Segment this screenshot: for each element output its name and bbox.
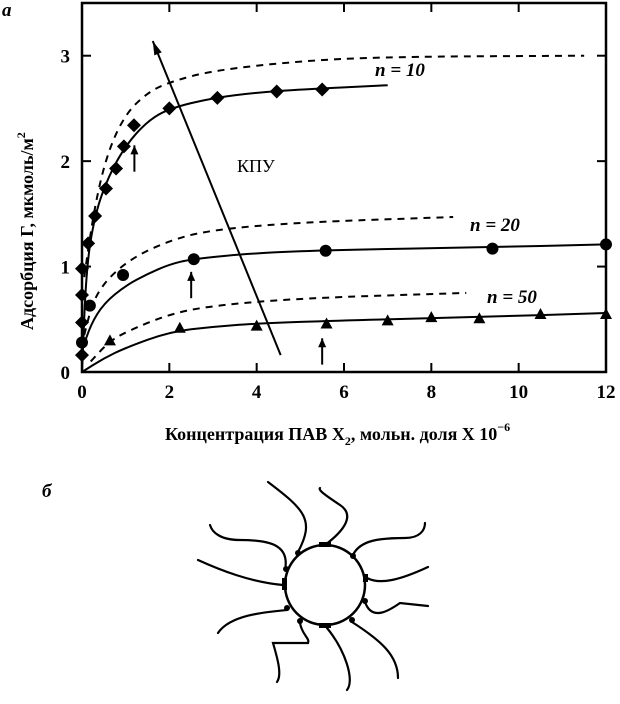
diamond-point bbox=[269, 84, 284, 99]
surfactant-tails bbox=[196, 480, 430, 692]
diamond-point bbox=[75, 315, 89, 330]
triangle-point bbox=[250, 319, 263, 331]
diamond-point bbox=[210, 90, 225, 105]
panel-label-b: б bbox=[42, 481, 53, 502]
micelle-core bbox=[283, 543, 367, 627]
diamond-point bbox=[81, 236, 96, 251]
kpu-arrow-head bbox=[152, 40, 162, 56]
circle-point bbox=[117, 269, 130, 282]
circle-point bbox=[486, 242, 499, 255]
diamond-point bbox=[99, 181, 114, 196]
n10-label: n = 10 bbox=[375, 60, 425, 81]
diamond-point bbox=[88, 208, 103, 223]
kpu-arrow bbox=[151, 40, 282, 356]
x-tick-label: 10 bbox=[509, 382, 528, 403]
fit-curve-2 bbox=[81, 243, 607, 352]
circle-point bbox=[83, 299, 96, 312]
panel-label-a: а bbox=[2, 0, 12, 21]
diamond-point bbox=[109, 161, 124, 176]
x-tick-label: 2 bbox=[165, 382, 175, 403]
curves bbox=[81, 40, 607, 373]
triangle-point bbox=[425, 311, 438, 323]
triangle-point bbox=[473, 312, 486, 324]
diamond-point bbox=[75, 348, 89, 363]
y-axis-label: Адсорбция Г, мкмоль/м2 bbox=[14, 132, 37, 330]
model-curve-3 bbox=[89, 291, 467, 363]
fit-curve-1 bbox=[81, 84, 388, 373]
triangle-point bbox=[173, 321, 186, 333]
model-curve-1 bbox=[83, 54, 585, 278]
circle-point bbox=[600, 238, 612, 251]
triangle-point bbox=[320, 317, 333, 329]
diamond-point bbox=[162, 101, 177, 116]
x-tick-label: 4 bbox=[252, 382, 262, 403]
diamond-point bbox=[75, 288, 89, 303]
circle-point bbox=[76, 336, 88, 349]
x-tick-label: 6 bbox=[339, 382, 349, 403]
cmc-arrow-head bbox=[318, 338, 327, 348]
x-tick-label: 0 bbox=[77, 382, 87, 403]
fit-curve-3 bbox=[81, 311, 607, 373]
y-tick-label: 1 bbox=[61, 258, 71, 279]
triangle-point bbox=[103, 334, 116, 346]
y-tick-label: 2 bbox=[61, 152, 71, 173]
n50-label: n = 50 bbox=[487, 287, 537, 308]
data-points bbox=[75, 82, 612, 363]
x-axis-label: Концентрация ПАВ X2, мольн. доля X 10−6 bbox=[165, 420, 510, 448]
model-curve-2 bbox=[83, 216, 454, 336]
y-tick-label: 0 bbox=[61, 363, 71, 384]
surfactant-heads bbox=[282, 542, 368, 628]
diamond-point bbox=[75, 261, 89, 276]
diamond-point bbox=[126, 118, 141, 133]
x-tick-label: 12 bbox=[597, 382, 616, 403]
diamond-point bbox=[116, 139, 131, 154]
cmc-arrow-head bbox=[130, 145, 139, 155]
triangle-point bbox=[534, 308, 547, 320]
diamond-point bbox=[315, 82, 330, 97]
cmc-arrow-head bbox=[187, 271, 196, 281]
x-tick-label: 8 bbox=[427, 382, 437, 403]
n20-label: n = 20 bbox=[470, 215, 520, 236]
triangle-point bbox=[600, 308, 612, 320]
circle-point bbox=[187, 253, 200, 266]
triangle-point bbox=[381, 314, 394, 326]
kpu-label: КПУ bbox=[237, 156, 275, 176]
circle-point bbox=[319, 244, 332, 257]
y-tick-label: 3 bbox=[61, 47, 71, 68]
